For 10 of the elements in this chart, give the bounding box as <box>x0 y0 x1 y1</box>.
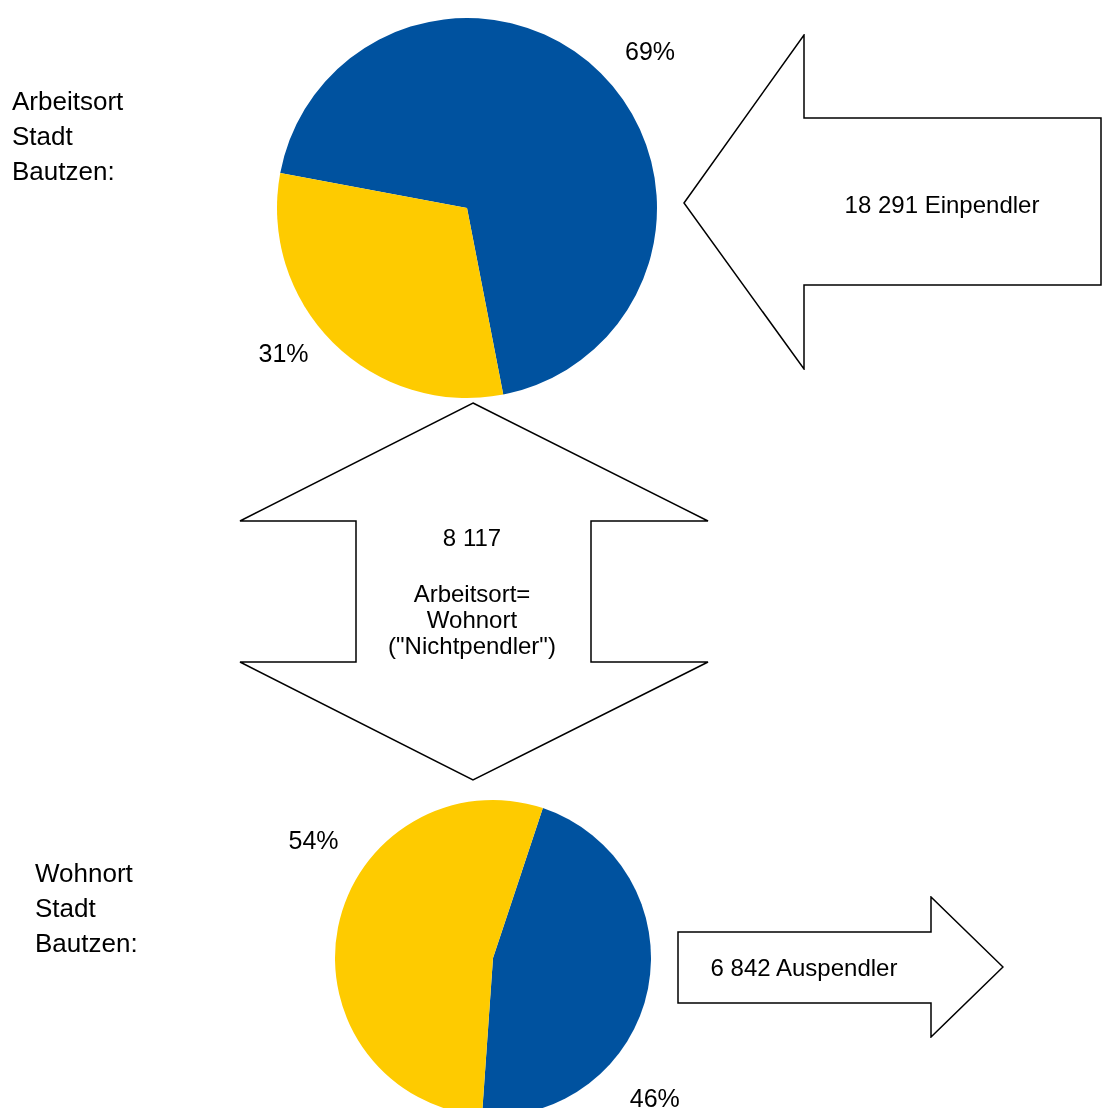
text: Arbeitsort= Wohnort ("Nichtpendler") <box>387 580 557 659</box>
text: 6 842 Auspendler <box>709 954 899 981</box>
data-label: 46% <box>629 1083 680 1108</box>
text: 8 117 <box>441 524 503 551</box>
data-label: 31% <box>258 338 309 367</box>
data-label: 69% <box>625 36 676 65</box>
text: Arbeitsort Stadt Bautzen: <box>12 85 125 188</box>
text: 18 291 Einpendler <box>843 191 1041 218</box>
text: Wohnort Stadt Bautzen: <box>35 857 139 960</box>
data-label: 54% <box>288 825 339 854</box>
